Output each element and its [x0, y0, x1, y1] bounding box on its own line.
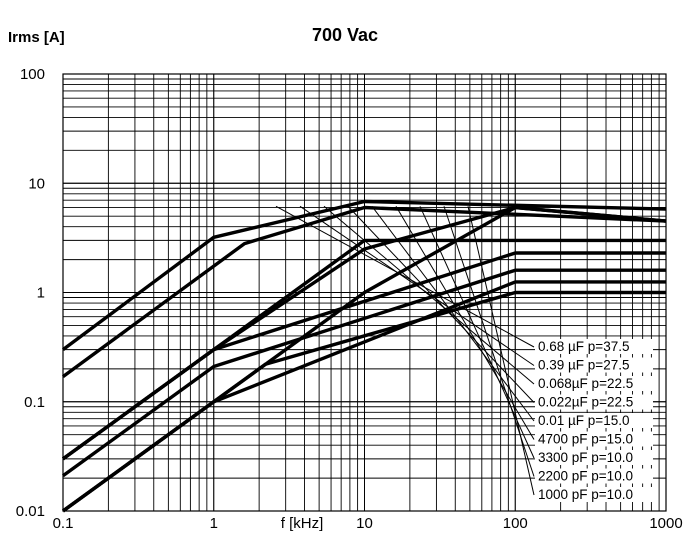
- x-tick-label: 10: [356, 515, 373, 532]
- series-lines: [61, 199, 667, 513]
- y-tick-label: 0.01: [16, 503, 45, 520]
- x-tick-label: 100: [503, 515, 528, 532]
- series-line-8: [61, 205, 667, 378]
- legend-entry-3: 3300 pF p=10.0: [538, 450, 633, 465]
- legend-entry-2: 2200 pF p=10.0: [538, 469, 633, 484]
- legend-bg: [535, 376, 653, 391]
- x-tick-label: 1000: [649, 515, 682, 532]
- legend-bg: [535, 357, 653, 373]
- legend-entry-4: 4700 pF p=15.0: [538, 432, 633, 447]
- tick-labels: 0.1 1 10 100 1000 0.01 0.1 1 10 100: [16, 66, 683, 532]
- legend-leader-line: [443, 206, 535, 477]
- legend-bg: [535, 413, 653, 428]
- legend-entry-9: 0.68 µF p=37.5: [538, 339, 629, 354]
- legend-entry-8: 0.39 µF p=27.5: [538, 358, 629, 373]
- legend-bg: [535, 487, 653, 502]
- x-tick-label: 1: [210, 515, 218, 532]
- legend-bg: [535, 339, 653, 354]
- series-line-3: [62, 268, 666, 478]
- legend-leader-line: [467, 206, 535, 496]
- legend-bg: [535, 394, 653, 410]
- legend-entry-1: 1000 pF p=10.0: [538, 487, 633, 502]
- y-tick-label: 0.1: [24, 394, 45, 411]
- plot-frame: [62, 73, 667, 512]
- y-tick-label: 10: [28, 175, 45, 192]
- legend-bg: [535, 431, 653, 447]
- chart-title: 700 Vac: [312, 25, 378, 45]
- legend-bg: [535, 468, 653, 484]
- legend-bg: [535, 450, 653, 465]
- legend-leader-line: [395, 206, 535, 440]
- legend-entry-6: 0.022µF p=22.5: [538, 395, 633, 410]
- y-tick-label: 1: [37, 285, 45, 302]
- x-axis-label: f [kHz]: [281, 515, 324, 532]
- series-line-9: [61, 199, 667, 351]
- legend-leader-line: [275, 205, 535, 348]
- legend-leader-line: [323, 205, 535, 385]
- legend-leader-line: [347, 205, 535, 403]
- legend-entry-5: 0.01 µF p=15.0: [538, 413, 629, 428]
- y-axis-label: Irms [A]: [8, 29, 65, 46]
- legend-entry-7: 0.068µF p=22.5: [538, 376, 633, 391]
- legend-leader-line: [419, 206, 535, 459]
- legend: 1000 pF p=10.0 2200 pF p=10.0 3300 pF p=10…: [535, 339, 653, 502]
- x-tick-label: 0.1: [53, 515, 74, 532]
- series-line-7: [62, 205, 667, 461]
- y-tick-label: 100: [20, 66, 45, 83]
- legend-leader-line: [371, 205, 535, 422]
